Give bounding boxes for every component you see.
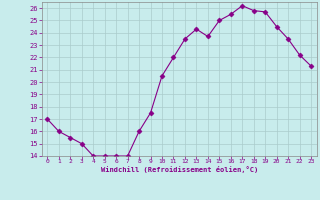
- X-axis label: Windchill (Refroidissement éolien,°C): Windchill (Refroidissement éolien,°C): [100, 166, 258, 173]
